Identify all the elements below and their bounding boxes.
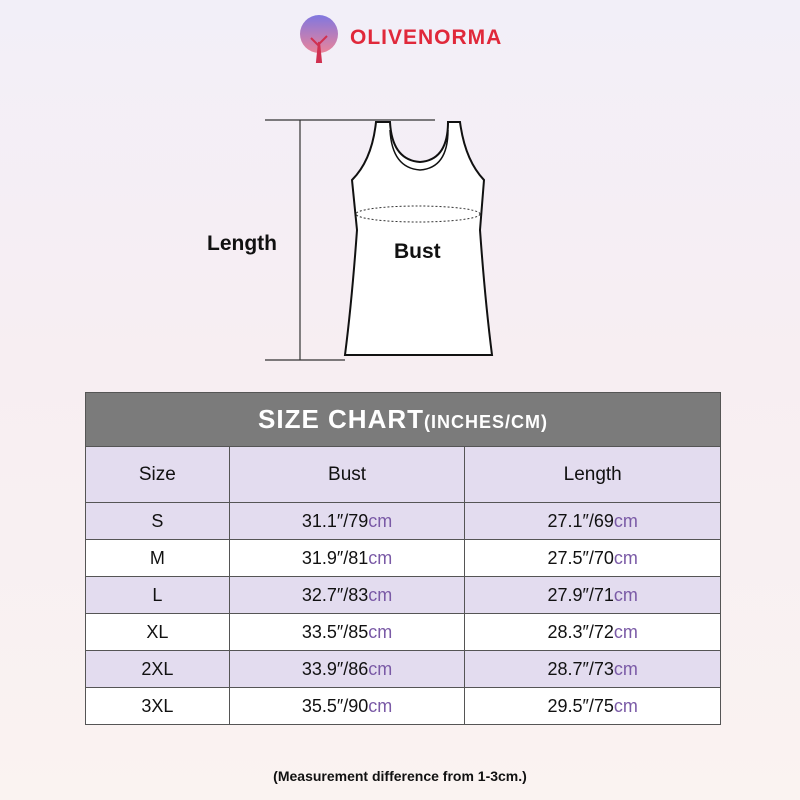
length-cell: 28.3″/72cm bbox=[464, 613, 721, 651]
length-cell: 27.1″/69cm bbox=[464, 502, 721, 540]
bust-cell: 35.5″/90cm bbox=[228, 687, 466, 725]
bust-cell: 33.5″/85cm bbox=[228, 613, 466, 651]
bust-cell: 31.9″/81cm bbox=[228, 539, 466, 577]
bust-cell: 33.9″/86cm bbox=[228, 650, 466, 688]
table-row: 3XL 35.5″/90cm 29.5″/75cm bbox=[85, 687, 721, 725]
table-row: 2XL 33.9″/86cm 28.7″/73cm bbox=[85, 650, 721, 688]
bust-label: Bust bbox=[394, 240, 441, 263]
length-cell: 27.9″/71cm bbox=[464, 576, 721, 614]
size-cell: S bbox=[85, 502, 230, 540]
bust-cell: 31.1″/79cm bbox=[228, 502, 466, 540]
table-row: S 31.1″/79cm 27.1″/69cm bbox=[85, 502, 721, 540]
bust-ellipse bbox=[355, 205, 481, 223]
length-cell: 29.5″/75cm bbox=[464, 687, 721, 725]
tree-logo-icon bbox=[300, 15, 338, 63]
size-cell: 3XL bbox=[85, 687, 230, 725]
col-bust: Bust bbox=[228, 446, 466, 503]
tank-top-diagram bbox=[265, 119, 494, 361]
brand-name: OLIVENORMA bbox=[350, 26, 503, 49]
table-title: SIZE CHART(INCHES/CM) bbox=[85, 392, 721, 447]
table-row: XL 33.5″/85cm 28.3″/72cm bbox=[85, 613, 721, 651]
size-cell: 2XL bbox=[85, 650, 230, 688]
size-cell: M bbox=[85, 539, 230, 577]
tank-top-outline bbox=[343, 121, 494, 356]
size-cell: XL bbox=[85, 613, 230, 651]
col-length: Length bbox=[464, 446, 721, 503]
table-row: L 32.7″/83cm 27.9″/71cm bbox=[85, 576, 721, 614]
table-row: M 31.9″/81cm 27.5″/70cm bbox=[85, 539, 721, 577]
size-chart-table: SIZE CHART(INCHES/CM) Size Bust Length S… bbox=[85, 392, 721, 725]
length-label: Length bbox=[207, 232, 277, 255]
brand-logo: OLIVENORMA bbox=[296, 12, 502, 64]
col-size: Size bbox=[85, 446, 230, 503]
size-cell: L bbox=[85, 576, 230, 614]
length-cell: 28.7″/73cm bbox=[464, 650, 721, 688]
measurement-note: (Measurement difference from 1-3cm.) bbox=[273, 768, 527, 784]
bust-cell: 32.7″/83cm bbox=[228, 576, 466, 614]
length-cell: 27.5″/70cm bbox=[464, 539, 721, 577]
